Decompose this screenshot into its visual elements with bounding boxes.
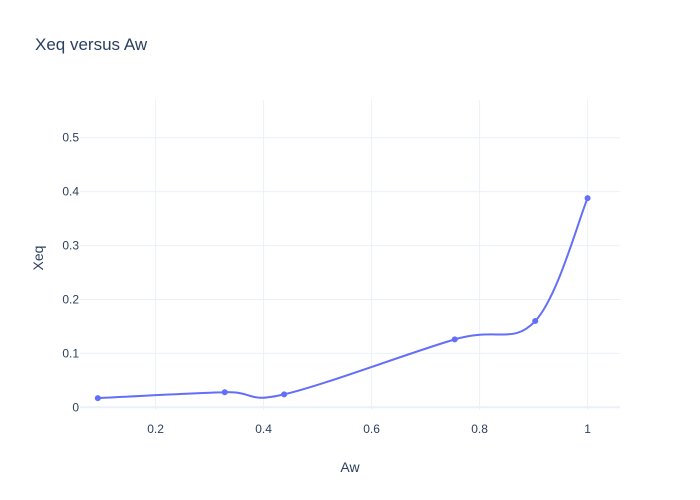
data-point <box>451 336 458 343</box>
x-tick-label: 0.2 <box>147 422 164 436</box>
chart-title: Xeq versus Aw <box>35 35 148 54</box>
y-tick-label: 0.3 <box>62 239 79 253</box>
y-tick-label: 0.5 <box>62 131 79 145</box>
x-tick-label: 1 <box>584 422 591 436</box>
y-gridlines <box>80 137 620 409</box>
y-tick-labels: 0 0.1 0.2 0.3 0.4 0.5 <box>62 131 79 415</box>
data-point <box>281 391 288 398</box>
data-point <box>532 318 539 325</box>
y-tick-label: 0 <box>72 400 79 414</box>
data-point <box>584 195 591 202</box>
plot-area <box>80 100 620 410</box>
x-axis-title: Aw <box>340 459 360 475</box>
y-axis-title: Xeq <box>30 246 46 271</box>
x-tick-labels: 0.2 0.4 0.6 0.8 1 <box>147 422 591 436</box>
x-tick-label: 0.4 <box>255 422 272 436</box>
x-gridlines <box>155 100 589 410</box>
series-points <box>94 195 591 402</box>
y-tick-label: 0.2 <box>62 292 79 306</box>
y-tick-label: 0.1 <box>62 346 79 360</box>
data-point <box>221 389 228 396</box>
series-lines <box>97 197 589 400</box>
x-tick-label: 0.8 <box>471 422 488 436</box>
series-line <box>97 197 589 400</box>
x-tick-label: 0.6 <box>363 422 380 436</box>
y-tick-label: 0.4 <box>62 185 79 199</box>
data-point <box>94 395 101 402</box>
